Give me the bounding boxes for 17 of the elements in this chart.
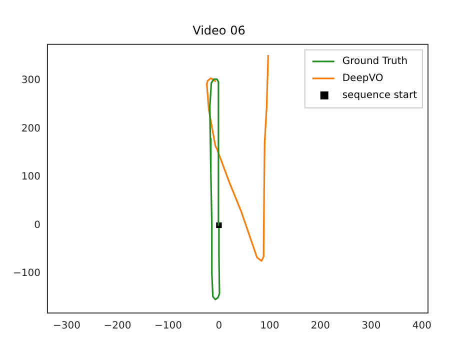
x-tick-label: 100 xyxy=(260,320,280,332)
legend-label: DeepVO xyxy=(342,72,384,84)
x-tick-label: 400 xyxy=(412,320,432,332)
chart-title: Video 06 xyxy=(192,23,246,38)
x-tick-label: 0 xyxy=(216,320,222,332)
x-tick-label: −200 xyxy=(104,320,132,332)
x-tick-label: 300 xyxy=(362,320,381,332)
y-tick-label: 100 xyxy=(21,172,40,183)
y-tick-label: −100 xyxy=(12,268,40,280)
legend-label: Ground Truth xyxy=(342,56,408,67)
legend-label: sequence start xyxy=(342,90,418,101)
x-tick-label: −300 xyxy=(53,320,80,332)
x-tick-label: 200 xyxy=(310,320,330,332)
y-tick-label: 0 xyxy=(34,220,40,231)
y-tick-label: 300 xyxy=(21,75,40,86)
x-tick-label: −100 xyxy=(154,320,182,332)
y-tick-label: 200 xyxy=(21,123,40,134)
